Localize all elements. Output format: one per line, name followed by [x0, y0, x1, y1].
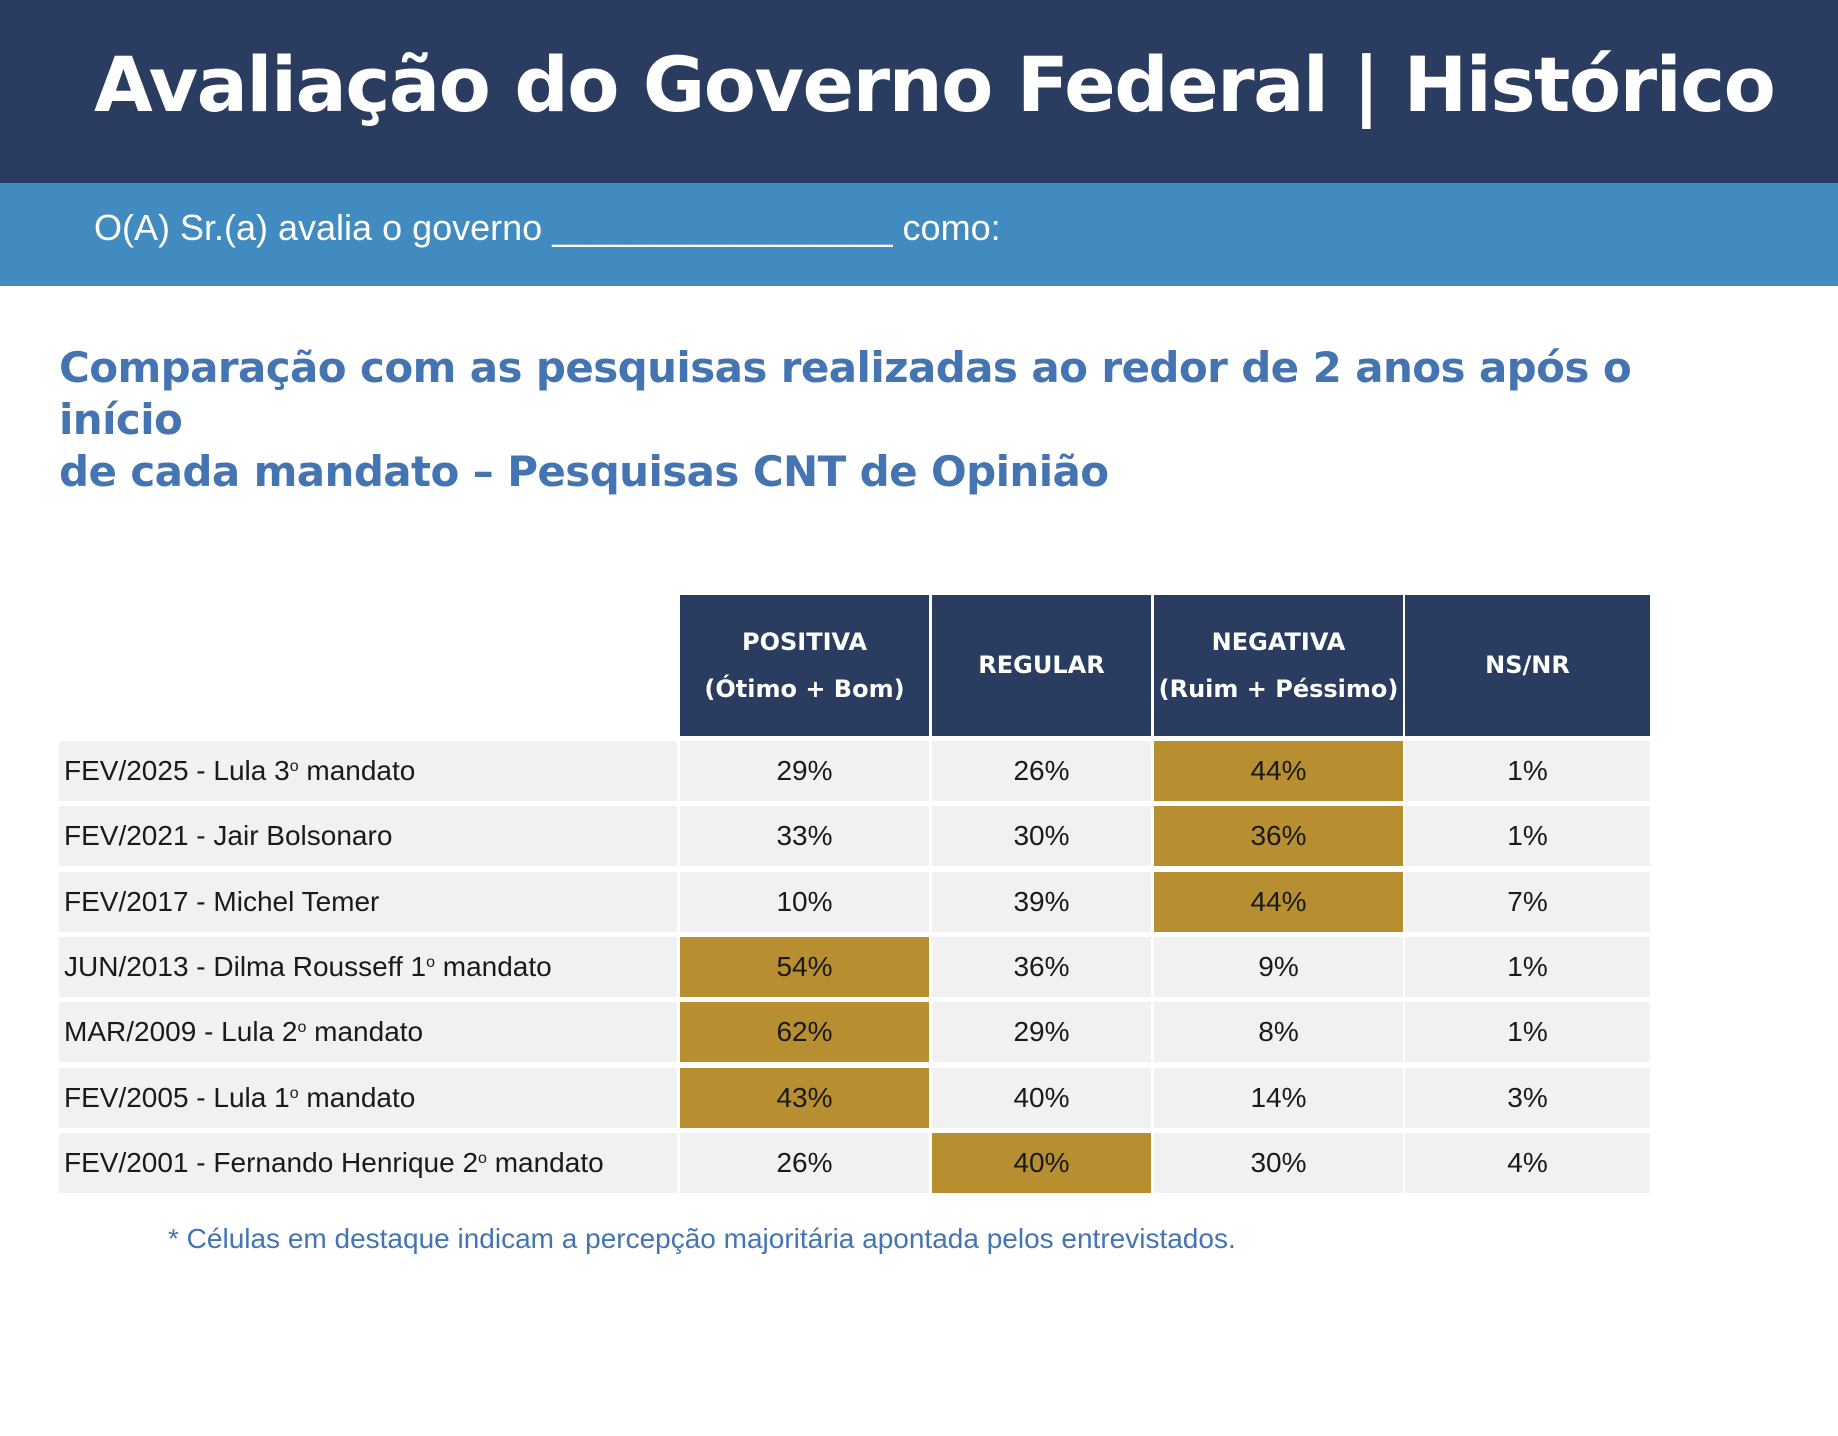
value-cell: 26%: [680, 1132, 929, 1193]
value-cell: 4%: [1405, 1132, 1650, 1193]
column-header-title: POSITIVA: [741, 627, 868, 656]
highlighted-value-cell: 62%: [680, 1002, 929, 1063]
row-label-suffix: mandato: [306, 1016, 424, 1048]
value-cell: 1%: [1405, 806, 1650, 867]
value-cell: 8%: [1154, 1002, 1403, 1063]
column-header-subtitle: (Ótimo + Bom): [704, 674, 905, 703]
row-label-suffix: mandato: [298, 755, 416, 786]
row-label-suffix: mandato: [434, 950, 552, 982]
value-cell: 30%: [932, 806, 1151, 867]
highlighted-value-cell: 40%: [932, 1132, 1151, 1193]
column-header-title: REGULAR: [978, 651, 1105, 679]
ordinal-indicator: o: [426, 953, 435, 971]
table-row: FEV/2017 - Michel Temer 10% 39% 44% 7%: [59, 871, 1650, 932]
footnote: * Células em destaque indicam a percepçã…: [168, 1223, 1236, 1254]
row-label-text: MAR/2009 - Lula 2: [64, 1016, 298, 1048]
column-header-negativa: NEGATIVA (Ruim + Péssimo): [1154, 595, 1403, 736]
value-cell: 1%: [1405, 741, 1650, 801]
value-cell: 40%: [932, 1067, 1151, 1128]
page-title: Avaliação do Governo Federal | Histórico: [94, 40, 1776, 129]
row-label-suffix: mandato: [298, 1081, 416, 1113]
column-header-title: NS/NR: [1485, 651, 1570, 679]
ordinal-indicator: o: [289, 758, 299, 775]
value-cell: 1%: [1405, 936, 1650, 997]
column-header-nsnr: NS/NR: [1405, 595, 1650, 736]
highlighted-value-cell: 44%: [1154, 741, 1403, 801]
row-label: FEV/2021 - Jair Bolsonaro: [59, 806, 677, 867]
section-heading: Comparação com as pesquisas realizadas a…: [59, 342, 1759, 498]
column-header-regular: REGULAR: [932, 595, 1151, 736]
ordinal-indicator: o: [297, 1019, 307, 1037]
table-row: FEV/2021 - Jair Bolsonaro 33% 30% 36% 1%: [59, 806, 1650, 867]
highlighted-value-cell: 43%: [680, 1067, 929, 1128]
row-label-suffix: mandato: [486, 1146, 604, 1178]
value-cell: 9%: [1154, 936, 1403, 997]
row-label-text: FEV/2025 - Lula 3: [64, 755, 290, 786]
row-label: FEV/2017 - Michel Temer: [59, 871, 677, 932]
column-header-title: NEGATIVA: [1211, 627, 1346, 656]
value-cell: 29%: [932, 1002, 1151, 1063]
row-label-text: FEV/2017 - Michel Temer: [64, 885, 380, 917]
value-cell: 14%: [1154, 1067, 1403, 1128]
section-heading-line-1: Comparação com as pesquisas realizadas a…: [59, 343, 1632, 444]
value-cell: 30%: [1154, 1132, 1403, 1193]
value-cell: 33%: [680, 806, 929, 867]
value-cell: 29%: [680, 741, 929, 801]
ordinal-indicator: o: [478, 1149, 487, 1167]
value-cell: 1%: [1405, 1002, 1650, 1063]
question-banner: O(A) Sr.(a) avalia o governo ___________…: [0, 183, 1838, 286]
highlighted-value-cell: 36%: [1154, 806, 1403, 867]
section-heading-line-2: de cada mandato – Pesquisas CNT de Opini…: [59, 447, 1109, 496]
value-cell: 26%: [932, 741, 1151, 801]
row-label-text: FEV/2021 - Jair Bolsonaro: [64, 820, 393, 852]
title-banner: Avaliação do Governo Federal | Histórico: [0, 0, 1838, 183]
value-cell: 7%: [1405, 871, 1650, 932]
column-header-subtitle: (Ruim + Péssimo): [1158, 674, 1399, 703]
survey-question: O(A) Sr.(a) avalia o governo ___________…: [94, 207, 1001, 248]
ordinal-indicator: o: [289, 1084, 299, 1102]
row-label-text: JUN/2013 - Dilma Rousseff 1: [64, 950, 427, 982]
column-header-positiva: POSITIVA (Ótimo + Bom): [680, 595, 929, 736]
value-cell: 39%: [932, 871, 1151, 932]
highlighted-value-cell: 54%: [680, 936, 929, 997]
value-cell: 36%: [932, 936, 1151, 997]
value-cell: 10%: [680, 871, 929, 932]
row-label-text: FEV/2001 - Fernando Henrique 2: [64, 1146, 479, 1178]
row-label-text: FEV/2005 - Lula 1: [64, 1081, 290, 1113]
value-cell: 3%: [1405, 1067, 1650, 1128]
highlighted-value-cell: 44%: [1154, 871, 1403, 932]
